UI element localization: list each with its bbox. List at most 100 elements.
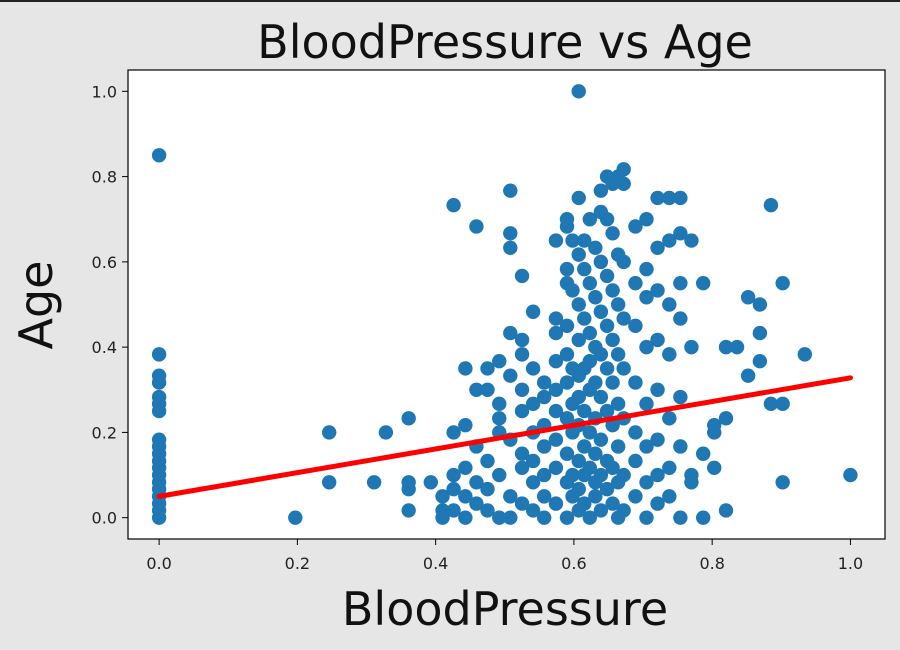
regression-line bbox=[156, 375, 853, 499]
scatter-point bbox=[673, 439, 688, 454]
scatter-point bbox=[662, 347, 677, 362]
scatter-point bbox=[571, 453, 586, 469]
scatter-point bbox=[740, 368, 756, 383]
scatter-point bbox=[565, 467, 580, 483]
scatter-point bbox=[446, 425, 461, 440]
scatter-point bbox=[616, 311, 631, 326]
scatter-point bbox=[610, 396, 626, 412]
scatter-point bbox=[684, 233, 699, 248]
scatter-point bbox=[401, 503, 416, 518]
scatter-point bbox=[639, 339, 654, 355]
scatter-point bbox=[571, 332, 586, 348]
scatter-point bbox=[673, 311, 688, 326]
scatter-point bbox=[662, 297, 677, 312]
scatter-point bbox=[548, 233, 564, 248]
scatter-point bbox=[525, 361, 541, 376]
scatter-point bbox=[514, 382, 530, 397]
y-tick-label: 1.0 bbox=[92, 82, 117, 101]
scatter-point bbox=[582, 275, 598, 291]
scatter-point bbox=[514, 332, 530, 348]
scatter-point bbox=[752, 325, 768, 341]
scatter-point bbox=[446, 197, 461, 213]
scatter-point bbox=[536, 489, 552, 504]
scatter-point bbox=[548, 460, 564, 475]
scatter-point bbox=[577, 311, 592, 326]
scatter-point bbox=[610, 347, 626, 362]
scatter-point bbox=[480, 382, 495, 397]
scatter-point bbox=[288, 510, 303, 525]
scatter-point bbox=[151, 403, 167, 419]
scatter-point bbox=[503, 510, 518, 525]
scatter-point bbox=[775, 396, 790, 412]
scatter-point bbox=[752, 297, 768, 312]
scatter-point bbox=[503, 183, 518, 198]
scatter-point bbox=[469, 475, 484, 490]
scatter-point bbox=[548, 382, 564, 397]
scatter-point bbox=[639, 510, 654, 525]
scatter-point bbox=[797, 347, 813, 362]
scatter-point bbox=[492, 354, 507, 369]
scatter-point bbox=[559, 347, 575, 362]
scatter-point bbox=[610, 439, 626, 454]
x-tick-label: 0.8 bbox=[699, 554, 724, 573]
scatter-point bbox=[458, 417, 473, 433]
scatter-point bbox=[599, 403, 615, 419]
scatter-point bbox=[616, 176, 631, 192]
scatter-point bbox=[525, 304, 541, 319]
scatter-point bbox=[775, 475, 790, 490]
scatter-point bbox=[752, 354, 768, 369]
scatter-point bbox=[673, 510, 688, 525]
scatter-point bbox=[593, 304, 609, 319]
scatter-point bbox=[616, 503, 631, 518]
scatter-point bbox=[435, 489, 450, 504]
scatter-point bbox=[593, 432, 609, 447]
scatter-point bbox=[548, 496, 564, 511]
scatter-point bbox=[525, 453, 541, 469]
y-tick-label: 0.6 bbox=[92, 253, 117, 272]
scatter-point bbox=[559, 446, 575, 461]
scatter-point bbox=[843, 467, 858, 483]
scatter-point bbox=[639, 290, 654, 305]
scatter-point bbox=[729, 339, 745, 355]
scatter-point bbox=[559, 318, 575, 334]
scatter-point bbox=[480, 453, 495, 469]
scatter-point bbox=[639, 396, 654, 412]
scatter-point bbox=[151, 148, 167, 163]
scatter-point bbox=[577, 403, 592, 419]
scatter-point bbox=[718, 503, 734, 518]
scatter-point bbox=[559, 510, 575, 525]
scatter-point bbox=[684, 475, 699, 490]
top-border bbox=[0, 0, 900, 2]
scatter-point bbox=[548, 354, 564, 369]
scatter-point bbox=[662, 411, 677, 426]
scatter-point bbox=[695, 446, 711, 461]
scatter-point bbox=[559, 411, 575, 426]
scatter-point bbox=[514, 446, 530, 461]
scatter-point bbox=[401, 481, 416, 497]
scatter-point bbox=[503, 240, 518, 255]
scatter-point bbox=[673, 226, 688, 241]
y-axis-label: Age bbox=[9, 261, 63, 350]
scatter-point bbox=[616, 467, 631, 483]
scatter-point bbox=[599, 212, 615, 227]
scatter-point bbox=[582, 212, 598, 227]
scatter-point bbox=[548, 432, 564, 447]
scatter-point bbox=[628, 375, 643, 390]
scatter-point bbox=[480, 503, 495, 518]
x-tick-label: 1.0 bbox=[838, 554, 863, 573]
scatter-point bbox=[582, 325, 598, 341]
scatter-point bbox=[695, 510, 711, 525]
scatter-point bbox=[628, 489, 643, 504]
y-tick-label: 0.4 bbox=[92, 338, 117, 357]
scatter-point bbox=[673, 275, 688, 291]
scatter-point bbox=[605, 332, 620, 348]
scatter-point bbox=[662, 489, 677, 504]
scatter-point bbox=[763, 396, 779, 412]
scatter-point bbox=[605, 496, 620, 511]
scatter-point bbox=[673, 190, 688, 206]
scatter-point bbox=[446, 481, 461, 497]
plot-frame bbox=[127, 69, 886, 540]
scatter-point bbox=[639, 475, 654, 490]
scatter-point bbox=[650, 467, 665, 483]
